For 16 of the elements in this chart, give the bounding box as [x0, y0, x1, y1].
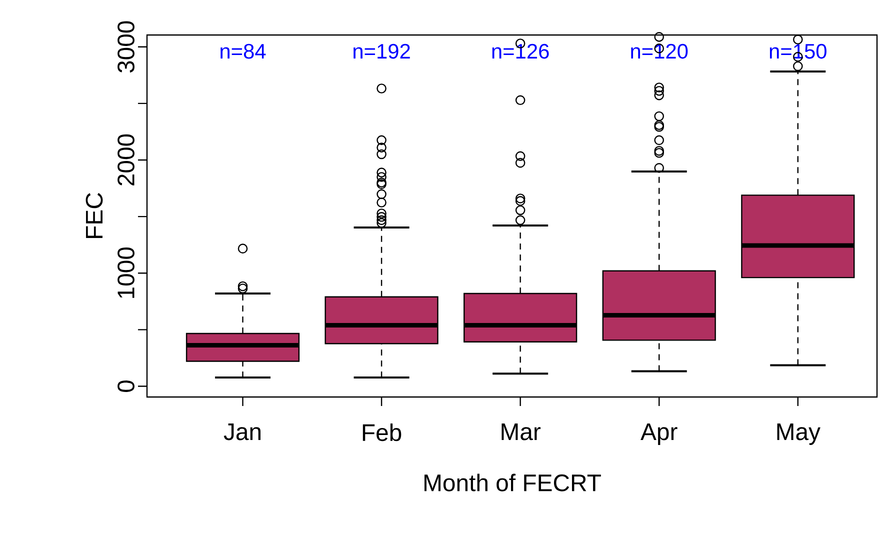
x-axis-title: Month of FECRT: [424, 474, 601, 492]
annotation: n=84: [220, 44, 266, 59]
x-tick-label: Mar: [502, 424, 541, 440]
annotation: n=126: [492, 44, 549, 59]
y-tick-label: 2000: [118, 134, 134, 186]
y-axis-title: FEC: [86, 192, 103, 238]
x-tick-label: Jan: [224, 424, 260, 440]
y-tick-label: 0: [118, 380, 134, 392]
x-tick-label: Feb: [362, 424, 402, 442]
annotation: n=192: [354, 44, 410, 59]
annotation: n=120: [631, 44, 688, 59]
x-tick-label: Apr: [640, 424, 678, 445]
y-tick-label: 1000: [118, 247, 134, 298]
y-tick-label: 3000: [118, 21, 134, 73]
x-tick-label: May: [777, 424, 820, 445]
annotation: n=150: [770, 44, 826, 59]
